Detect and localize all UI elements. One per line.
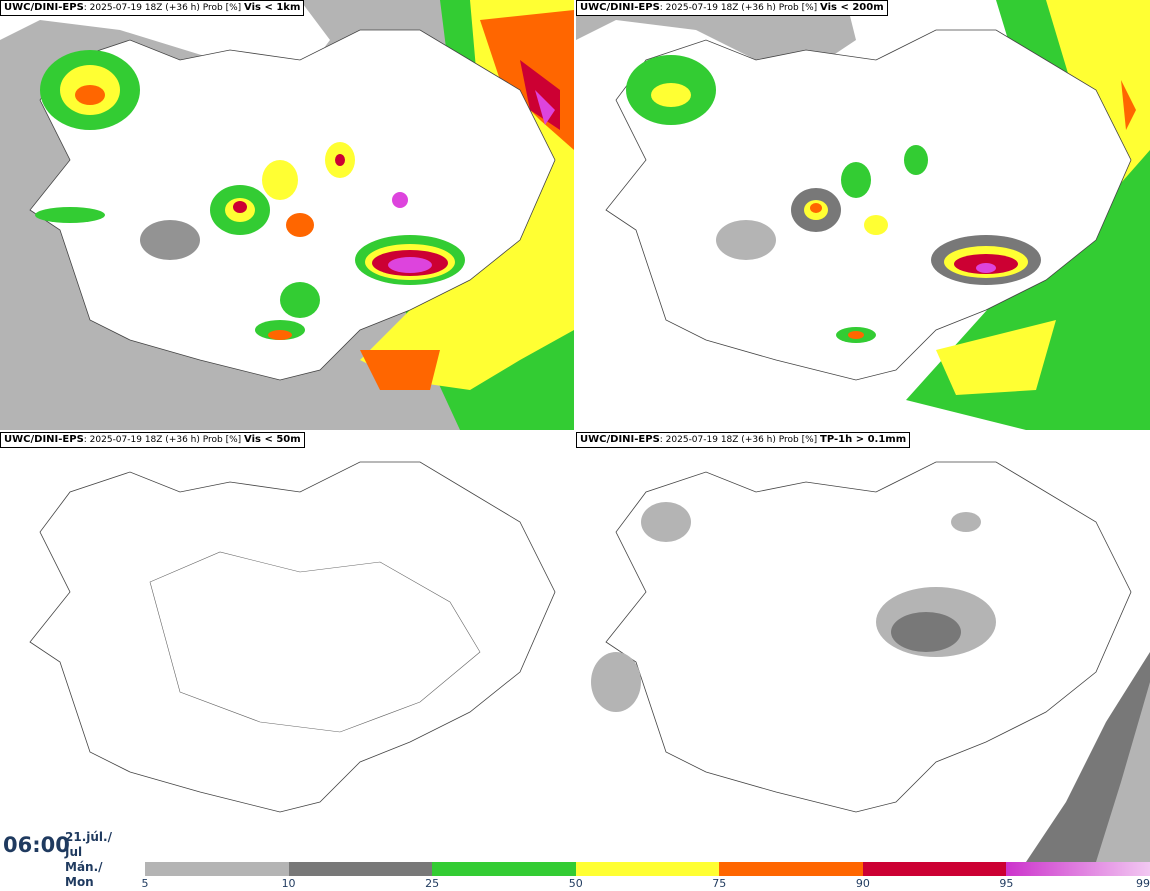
legend-bin bbox=[432, 862, 577, 876]
map-panel-vis-1km: UWC/DINI-EPS: 2025-07-19 18Z (+36 h) Pro… bbox=[0, 0, 574, 430]
run-info: : 2025-07-19 18Z (+36 h) Prob [%] bbox=[83, 435, 242, 445]
legend-bin bbox=[288, 862, 433, 876]
legend-tick-label: 95 bbox=[999, 877, 1014, 890]
legend-tick-label: 10 bbox=[281, 877, 296, 890]
model-name: UWC/DINI-EPS bbox=[4, 2, 84, 13]
legend-tick-label: 25 bbox=[425, 877, 440, 890]
date-label: 21.júl./ Jul bbox=[65, 830, 112, 859]
map-panel-tp-1h: UWC/DINI-EPS: 2025-07-19 18Z (+36 h) Pro… bbox=[576, 432, 1150, 862]
probability-map-vis-200m bbox=[576, 0, 1150, 430]
legend-tick-label: 75 bbox=[712, 877, 727, 890]
panel-title: UWC/DINI-EPS: 2025-07-19 18Z (+36 h) Pro… bbox=[0, 0, 305, 16]
legend-bin bbox=[719, 862, 864, 876]
legend-tick-label: 5 bbox=[141, 877, 149, 890]
legend-bin bbox=[145, 862, 289, 876]
run-info: : 2025-07-19 18Z (+36 h) Prob [%] bbox=[659, 435, 818, 445]
map-panel-vis-50m: UWC/DINI-EPS: 2025-07-19 18Z (+36 h) Pro… bbox=[0, 432, 574, 862]
probability-map-tp-1h bbox=[576, 432, 1150, 862]
legend-tick-label: 99 bbox=[1136, 877, 1150, 890]
legend-bin bbox=[575, 862, 720, 876]
valid-date: 21.júl./ Jul Mán./ Mon bbox=[65, 830, 130, 890]
map-panel-vis-200m: UWC/DINI-EPS: 2025-07-19 18Z (+36 h) Pro… bbox=[576, 0, 1150, 430]
variable-name: Vis < 200m bbox=[820, 2, 884, 13]
panel-title: UWC/DINI-EPS: 2025-07-19 18Z (+36 h) Pro… bbox=[0, 432, 305, 448]
probability-map-vis-50m bbox=[0, 432, 574, 862]
run-info: : 2025-07-19 18Z (+36 h) Prob [%] bbox=[83, 3, 242, 13]
valid-time-box: 06:00 21.júl./ Jul Mán./ Mon bbox=[0, 826, 130, 889]
legend-bin bbox=[862, 862, 1007, 876]
valid-time: 06:00 bbox=[3, 833, 70, 857]
run-info: : 2025-07-19 18Z (+36 h) Prob [%] bbox=[659, 3, 818, 13]
weekday-label: Mán./ Mon bbox=[65, 860, 103, 889]
variable-name: Vis < 50m bbox=[244, 434, 301, 445]
legend-tick-label: 50 bbox=[568, 877, 583, 890]
color-legend bbox=[145, 862, 1150, 876]
probability-map-vis-1km bbox=[0, 0, 574, 430]
model-name: UWC/DINI-EPS bbox=[4, 434, 84, 445]
panel-title: UWC/DINI-EPS: 2025-07-19 18Z (+36 h) Pro… bbox=[576, 432, 911, 448]
legend-bin bbox=[1006, 862, 1150, 876]
model-name: UWC/DINI-EPS bbox=[580, 2, 660, 13]
legend-tick-label: 90 bbox=[855, 877, 870, 890]
variable-name: Vis < 1km bbox=[244, 2, 301, 13]
model-name: UWC/DINI-EPS bbox=[580, 434, 660, 445]
panel-title: UWC/DINI-EPS: 2025-07-19 18Z (+36 h) Pro… bbox=[576, 0, 888, 16]
variable-name: TP-1h > 0.1mm bbox=[820, 434, 907, 445]
